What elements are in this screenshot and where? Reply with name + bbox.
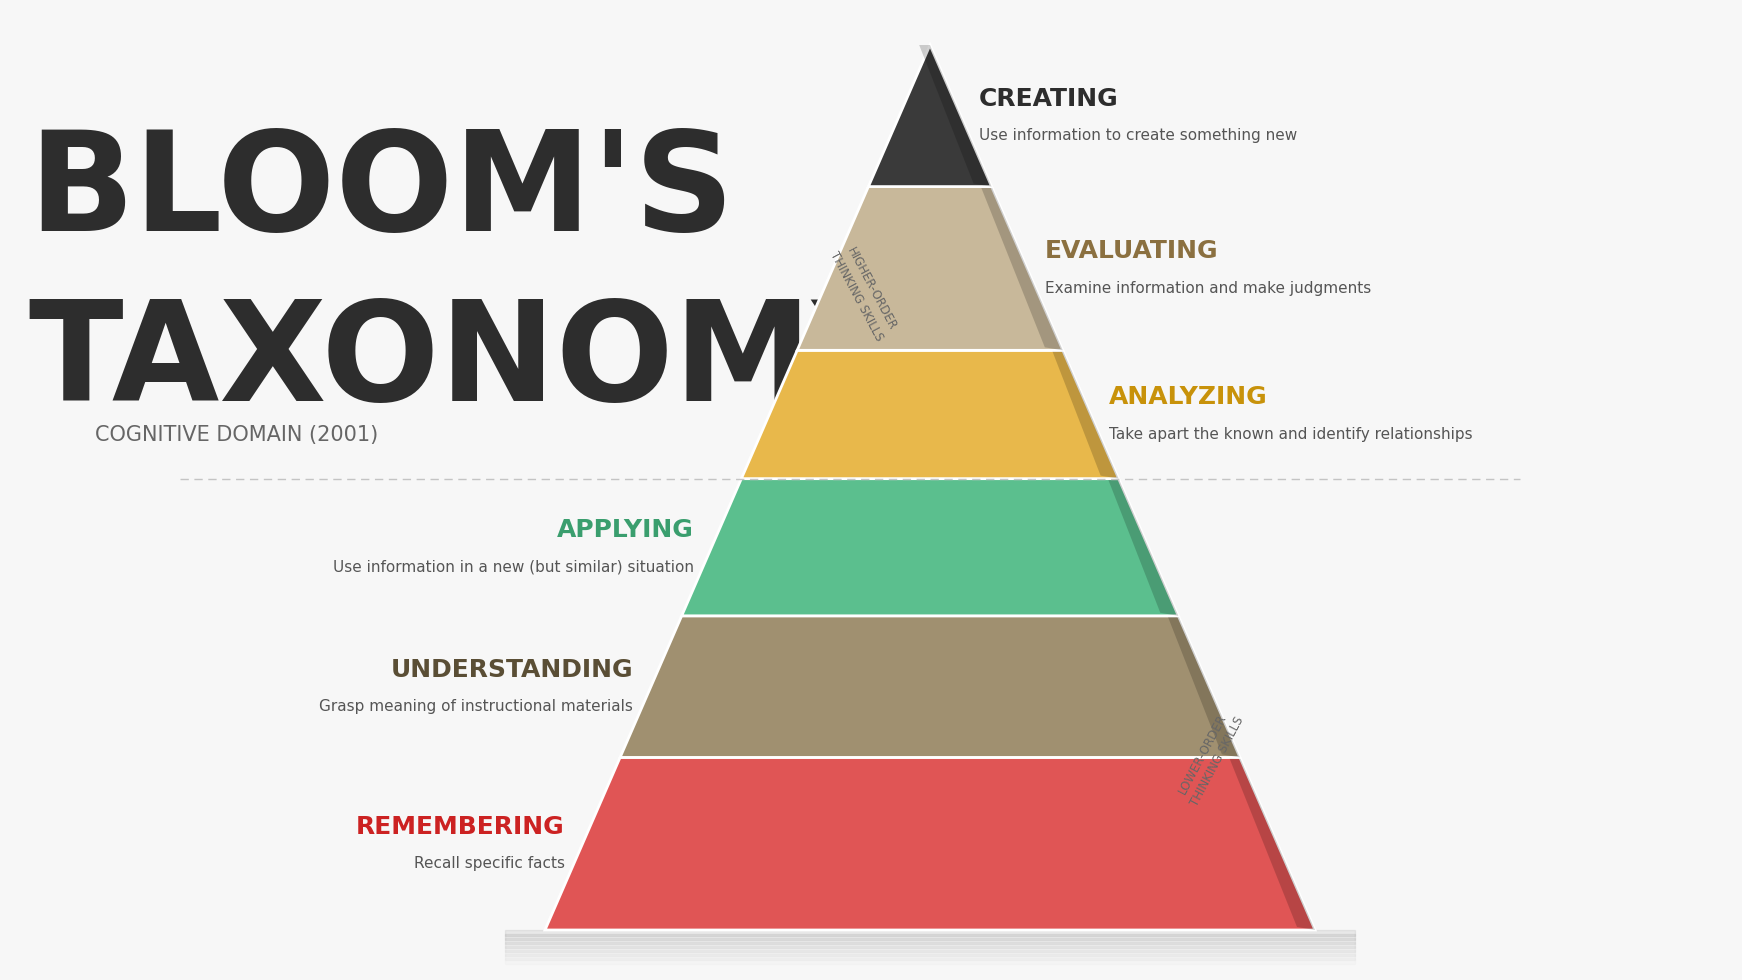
Polygon shape xyxy=(798,186,1063,350)
Polygon shape xyxy=(981,186,1063,350)
Text: COGNITIVE DOMAIN (2001): COGNITIVE DOMAIN (2001) xyxy=(96,425,378,445)
Text: EVALUATING: EVALUATING xyxy=(1045,239,1219,264)
Polygon shape xyxy=(742,350,1118,478)
Polygon shape xyxy=(1052,350,1118,478)
Text: LOWER-ORDER
THINKING SKILLS: LOWER-ORDER THINKING SKILLS xyxy=(1174,707,1247,808)
Polygon shape xyxy=(545,758,1315,930)
Polygon shape xyxy=(1230,758,1315,930)
Text: Recall specific facts: Recall specific facts xyxy=(413,857,564,871)
Text: CREATING: CREATING xyxy=(979,87,1118,111)
Text: UNDERSTANDING: UNDERSTANDING xyxy=(390,658,632,682)
Text: Take apart the known and identify relationships: Take apart the known and identify relati… xyxy=(1108,427,1472,442)
Text: Use information in a new (but similar) situation: Use information in a new (but similar) s… xyxy=(333,560,693,574)
Text: REMEMBERING: REMEMBERING xyxy=(355,814,564,839)
Polygon shape xyxy=(1167,615,1240,758)
Polygon shape xyxy=(1108,478,1178,615)
Text: Grasp meaning of instructional materials: Grasp meaning of instructional materials xyxy=(319,699,632,714)
Text: ANALYZING: ANALYZING xyxy=(1108,385,1268,410)
Text: Examine information and make judgments: Examine information and make judgments xyxy=(1045,281,1371,296)
Text: BLOOM'S: BLOOM'S xyxy=(28,125,733,260)
Polygon shape xyxy=(920,45,991,186)
Polygon shape xyxy=(620,615,1240,758)
Text: Use information to create something new: Use information to create something new xyxy=(979,128,1298,143)
Polygon shape xyxy=(681,478,1178,615)
Text: APPLYING: APPLYING xyxy=(557,518,693,542)
Polygon shape xyxy=(869,45,991,186)
Text: HIGHER-ORDER
THINKING SKILLS: HIGHER-ORDER THINKING SKILLS xyxy=(827,242,901,344)
Text: TAXONOMY: TAXONOMY xyxy=(28,295,913,430)
